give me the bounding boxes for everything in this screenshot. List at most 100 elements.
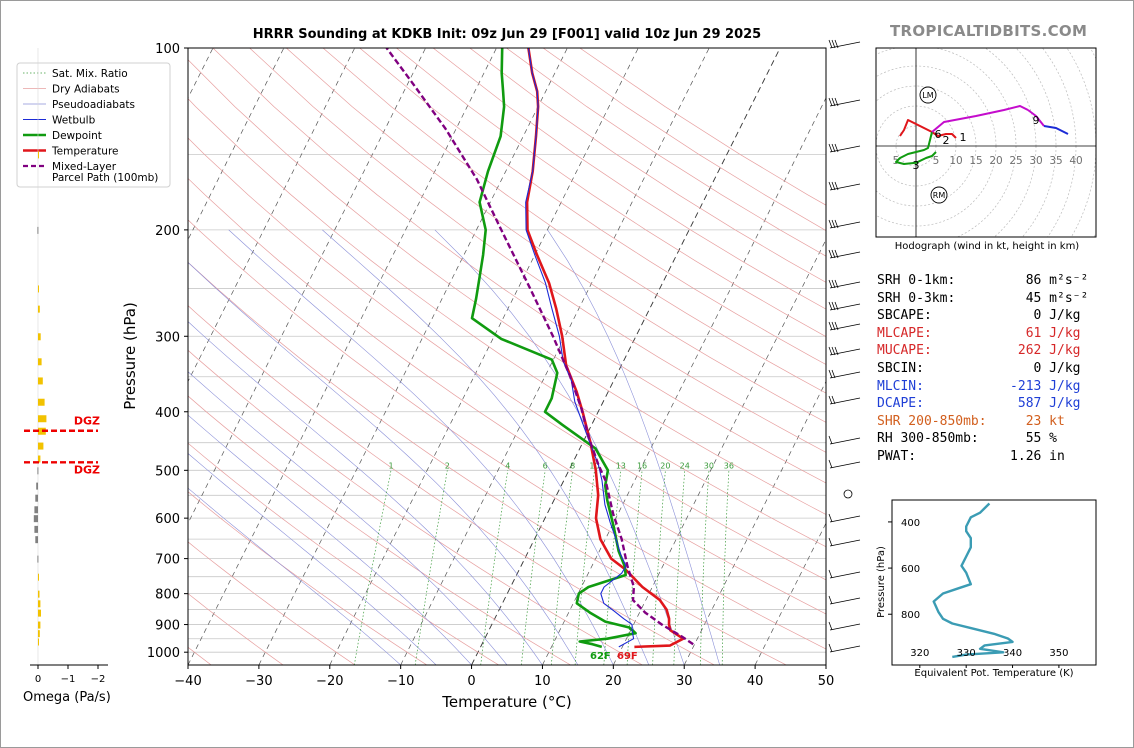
omega-bar xyxy=(38,151,39,159)
y-tick-label: 100 xyxy=(155,42,180,57)
dry-adiabat xyxy=(188,177,826,615)
wind-barb-flag xyxy=(834,181,839,191)
theta-e-line xyxy=(932,502,1014,659)
stat-row: DCAPE: 587 J/kg xyxy=(877,396,1081,412)
mixing-ratio-line xyxy=(353,470,392,665)
theta-e-y-tick-label: 800 xyxy=(901,610,920,621)
storm-motion-marker xyxy=(930,186,948,204)
hodograph-segment xyxy=(1043,125,1069,135)
x-tick-label: 0 xyxy=(467,674,475,689)
wind-barb-flag xyxy=(828,346,833,356)
wind-barb-flag xyxy=(828,369,833,379)
dry-adiabat xyxy=(188,442,499,665)
theta-e-y-tick-label: 600 xyxy=(901,564,920,575)
dry-adiabat xyxy=(188,137,826,581)
hodograph-ring-label: 5 xyxy=(933,155,940,167)
hodograph-segment xyxy=(899,119,957,139)
hodograph-height-label: 1 xyxy=(960,131,967,144)
omega-bar xyxy=(38,377,43,385)
wind-barb-flag xyxy=(828,643,833,653)
dry-adiabat xyxy=(188,219,826,650)
stat-row: SHR 200-850mb: 23 kt xyxy=(877,413,1065,429)
hodograph-segment xyxy=(931,105,1029,133)
x-tick-label: −20 xyxy=(316,674,343,689)
y-tick-label: 1000 xyxy=(147,646,180,661)
dry-adiabat xyxy=(188,491,428,665)
pseudo-adiabat xyxy=(322,229,650,665)
isotherm-line xyxy=(329,48,639,665)
isotherm-line xyxy=(542,97,826,665)
theta-e-xlabel: Equivalent Pot. Temperature (K) xyxy=(914,668,1074,679)
omega-bar xyxy=(38,621,41,629)
dry-adiabat xyxy=(396,48,826,338)
wind-barb-flag xyxy=(828,39,833,49)
brand-watermark: TROPICALTIDBITS.COM xyxy=(890,22,1088,40)
mixing-ratio-label: 30 xyxy=(704,461,714,470)
dry-adiabat xyxy=(359,48,826,365)
wind-barb-flag xyxy=(828,181,833,191)
dry-adiabat xyxy=(212,48,826,484)
parcel-path-line xyxy=(385,48,694,646)
legend-label: Dewpoint xyxy=(52,130,102,142)
hodograph-height-label: 9 xyxy=(1033,114,1040,127)
omega-bar xyxy=(38,398,45,406)
x-tick-label: −10 xyxy=(387,674,414,689)
theta-e-y-tick-label: 400 xyxy=(901,518,920,529)
mixing-ratio-line xyxy=(550,470,573,665)
omega-bar xyxy=(37,555,39,563)
x-axis-label: Temperature (°C) xyxy=(441,693,571,711)
theta-e-panel: 400 600 800 320 330 340 350 Pressure (hPa) xyxy=(876,499,1097,668)
wind-barb-flag xyxy=(828,301,833,311)
mixing-ratio-line xyxy=(673,470,686,665)
omega-bar xyxy=(38,285,39,293)
y-tick-label: 500 xyxy=(155,464,180,479)
omega-bar xyxy=(38,573,39,581)
wind-barb-flag xyxy=(828,459,833,469)
wind-barb-flag xyxy=(834,321,839,331)
wind-barb-flag xyxy=(831,321,836,331)
y-tick-label: 900 xyxy=(155,619,180,634)
wind-barb-flag xyxy=(831,395,836,405)
omega-bar xyxy=(34,506,38,514)
y-tick-label: 600 xyxy=(155,512,180,527)
wind-barb-flag xyxy=(831,219,836,229)
mixing-ratio-label: 8 xyxy=(570,461,575,470)
mixing-ratio-line xyxy=(521,470,546,665)
hodograph-segment xyxy=(1027,109,1045,127)
wind-barb-flag xyxy=(828,569,833,579)
legend-label: Temperature xyxy=(51,146,119,158)
dry-adiabat xyxy=(188,59,826,515)
stat-row: RH 300-850mb: 55 % xyxy=(877,431,1058,447)
x-tick-label: 50 xyxy=(818,674,835,689)
mixing-ratio-label: 4 xyxy=(505,461,510,470)
wind-barb-flag xyxy=(831,249,836,259)
surface-temperature-label: 69F xyxy=(617,651,638,662)
x-tick-label: 40 xyxy=(747,674,764,689)
wind-barb-staff xyxy=(829,461,861,469)
omega-bar xyxy=(38,630,40,638)
stats-panel: SRH 0-1km: 86 m²s⁻² SRH 0-3km: 45 m²s⁻² SB… xyxy=(877,272,1088,466)
mixing-ratio-label: 16 xyxy=(637,461,647,470)
dgz-label: DGZ xyxy=(74,463,100,476)
wind-barb-flag xyxy=(828,595,833,605)
wind-barb-flag xyxy=(834,39,839,49)
mixing-ratio-line xyxy=(699,470,710,665)
pseudo-adiabat xyxy=(188,321,543,665)
stat-row: MLCIN: -213 J/kg xyxy=(877,378,1081,394)
wind-barb-flag xyxy=(831,369,836,379)
y-tick-label: 400 xyxy=(155,406,180,421)
wind-barb-flag xyxy=(828,395,833,405)
omega-bar xyxy=(38,442,44,450)
wind-barb-flag xyxy=(828,435,833,445)
storm-motion-marker xyxy=(919,86,937,104)
dry-adiabat xyxy=(188,349,643,665)
legend-label: Mixed-Layer xyxy=(52,161,117,173)
wind-barb-staff xyxy=(829,645,861,653)
wind-barb-flag xyxy=(828,143,833,153)
dgz-label: DGZ xyxy=(74,415,100,428)
theta-e-x-tick-label: 340 xyxy=(1003,648,1022,659)
stat-row: SBCAPE: 0 J/kg xyxy=(877,308,1081,324)
